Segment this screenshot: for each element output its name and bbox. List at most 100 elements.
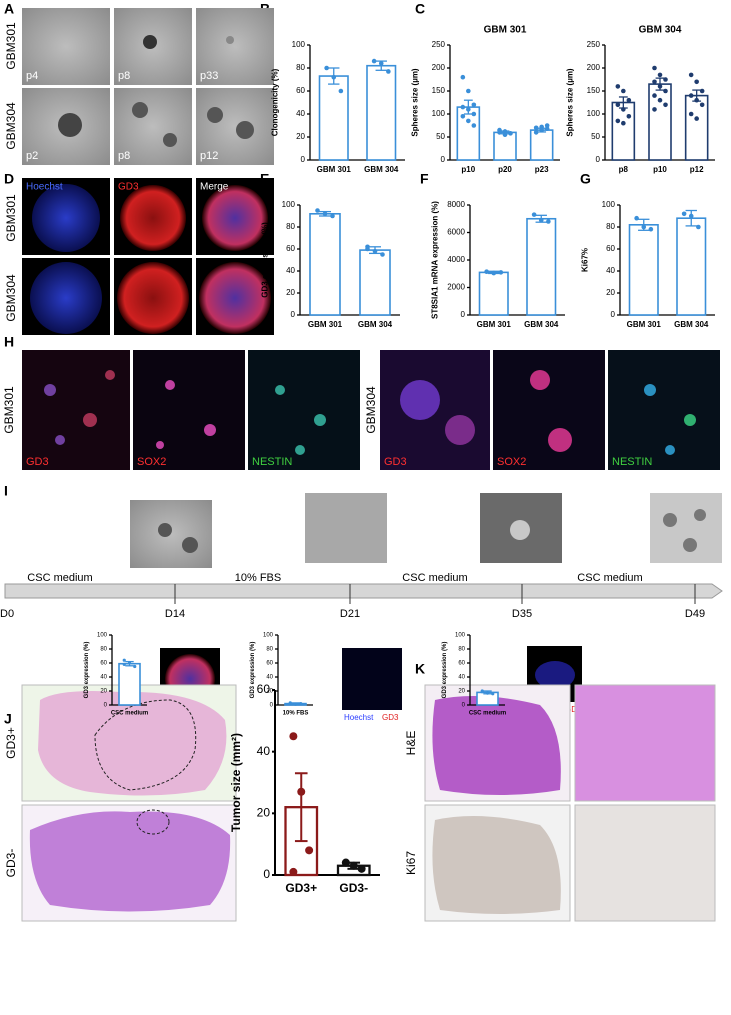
data-point [694,79,699,85]
data-point [491,270,497,276]
x-tick-label: p10 [461,165,475,174]
data-point [694,116,699,121]
y-tick-label: 40 [266,675,273,681]
x-tick-label: GBM 301 [477,320,512,329]
y-tick-label: 80 [266,647,273,653]
image-label: p4 [26,70,38,82]
bar [118,662,141,706]
data-point [289,867,298,876]
data-point [330,213,335,219]
stain-label: Merge [200,182,229,193]
data-point [621,107,626,112]
image-label: p33 [200,70,218,82]
y-tick-label: 20 [266,689,273,695]
bar [366,64,397,161]
x-tick-label: GBM 304 [674,320,709,329]
y-tick-label: 40 [296,109,305,118]
data-point [663,102,668,108]
y-tick-label: 0 [441,155,446,164]
data-point [688,111,694,117]
panel-letter: J [4,711,12,727]
data-point [357,864,366,873]
y-tick-label: 80 [606,222,615,231]
x-tick-label: CSC medium [111,711,148,717]
x-tick-label: p12 [690,165,704,174]
stain-label: GD3 [382,713,399,722]
data-point [615,118,621,124]
data-point [531,212,537,217]
y-axis-label: Spheres size (µm) [566,68,575,137]
y-tick-label: 200 [587,63,601,72]
y-tick-label: 20 [458,689,465,695]
bar [526,217,557,316]
day-label: D21 [340,608,360,620]
bar [309,213,341,316]
data-point [652,107,657,112]
y-tick-label: 4000 [447,255,465,264]
data-point [544,126,550,132]
y-tick-label: 0 [301,155,306,164]
y-tick-label: 200 [432,63,446,72]
y-axis-label: GD3 expression (%) [84,642,90,699]
image-label: p12 [200,150,218,162]
stain-label: Hoechst [344,713,374,722]
y-tick-label: 40 [606,266,615,275]
panel-letter: H [4,334,14,350]
data-point [466,107,471,112]
stain-label: SOX2 [497,456,526,468]
phase-label: CSC medium [577,572,642,584]
data-point [322,211,328,217]
x-tick-label: GBM 304 [364,165,399,174]
y-axis-label: ST8SIA1 mRNA expression (%) [431,201,440,319]
data-point [626,114,632,119]
data-point [641,224,647,230]
data-point [621,120,626,126]
y-tick-label: 100 [432,109,446,118]
y-tick-label: 40 [286,266,295,275]
data-point [471,123,477,128]
y-tick-label: 150 [587,86,601,95]
data-point [657,97,663,103]
bar [529,129,554,161]
y-tick-label: 20 [257,806,271,820]
data-point [538,217,544,223]
data-point [663,88,668,94]
day-label: D0 [0,608,14,620]
x-tick-label: p20 [498,165,512,174]
panel-k-images [424,684,716,922]
day-label: D49 [685,608,705,620]
y-tick-label: 80 [100,647,107,653]
panel-a-images [22,8,274,165]
panel-letter: C [415,1,425,17]
data-point [299,702,303,706]
y-tick-label: 40 [100,675,107,681]
panel-h-images [22,350,720,470]
data-point [485,691,490,695]
data-point [378,61,384,66]
data-point [331,74,337,80]
x-tick-label: GBM 301 [317,165,352,174]
y-tick-label: 60 [606,244,615,253]
y-tick-label: 20 [286,288,295,297]
y-tick-label: 100 [292,40,306,49]
data-point [497,127,502,133]
data-point [508,131,513,136]
data-point [657,84,663,89]
data-point [386,69,391,74]
data-point [652,65,657,71]
data-point [289,732,298,741]
stain-label: GD3 [565,705,582,714]
data-point [471,102,477,108]
x-tick-label: p8 [619,165,629,174]
panel-j-images [21,684,237,922]
y-tick-label: 8000 [447,200,465,209]
data-point [663,77,668,82]
bar [456,106,481,161]
data-point [688,72,694,78]
data-point [539,124,544,130]
y-tick-label: 100 [602,200,616,209]
data-point [533,125,539,131]
y-tick-label: 0 [461,310,466,319]
data-point [365,246,370,252]
